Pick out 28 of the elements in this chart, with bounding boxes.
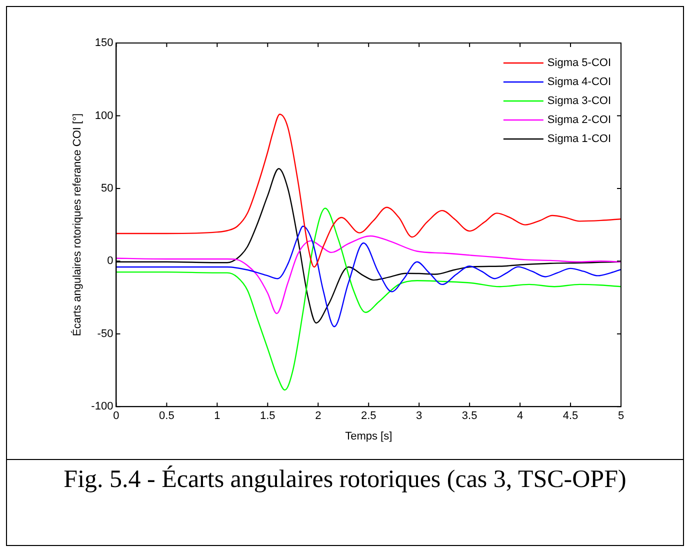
x-tick-label: 2.5	[360, 410, 376, 422]
caption: Fig. 5.4 - Écarts angulaires rotoriques (cas 3, TSC-OPF)	[7, 459, 683, 493]
line-series	[116, 235, 621, 314]
legend-label: Sigma 2-COI	[547, 114, 612, 126]
x-tick-label: 2	[315, 410, 322, 422]
y-tick-label: 50	[100, 182, 114, 194]
x-tick-label: 4.5	[562, 410, 578, 422]
legend-label: Sigma 3-COI	[547, 95, 612, 108]
x-tick-label: 3.5	[462, 410, 478, 422]
legend-label: Sigma 4-COI	[547, 76, 612, 88]
legend-label: Sigma 1-COI	[547, 133, 612, 146]
x-tick-label: 3	[416, 410, 422, 422]
x-tick-label: 0.5	[159, 410, 174, 422]
line-series	[116, 208, 621, 391]
x-tick-label: 5	[618, 410, 624, 422]
y-tick-label: 100	[94, 110, 114, 122]
x-axis-title: Temps [s]	[345, 430, 392, 442]
x-tick-label: 1.5	[260, 410, 276, 422]
x-tick-label: 4	[516, 410, 524, 422]
y-tick-label: 0	[107, 255, 114, 268]
y-tick-label: -50	[97, 328, 114, 340]
y-axis-title: Écarts angulaires rotoriques referance COI [°]	[70, 113, 84, 336]
legend-label: Sigma 5-COI	[547, 57, 612, 70]
line-series	[116, 114, 621, 268]
x-tick-label: 1	[214, 410, 220, 422]
line-series	[116, 226, 621, 328]
y-tick-label: 150	[94, 37, 114, 50]
y-tick-label: -100	[91, 400, 114, 413]
